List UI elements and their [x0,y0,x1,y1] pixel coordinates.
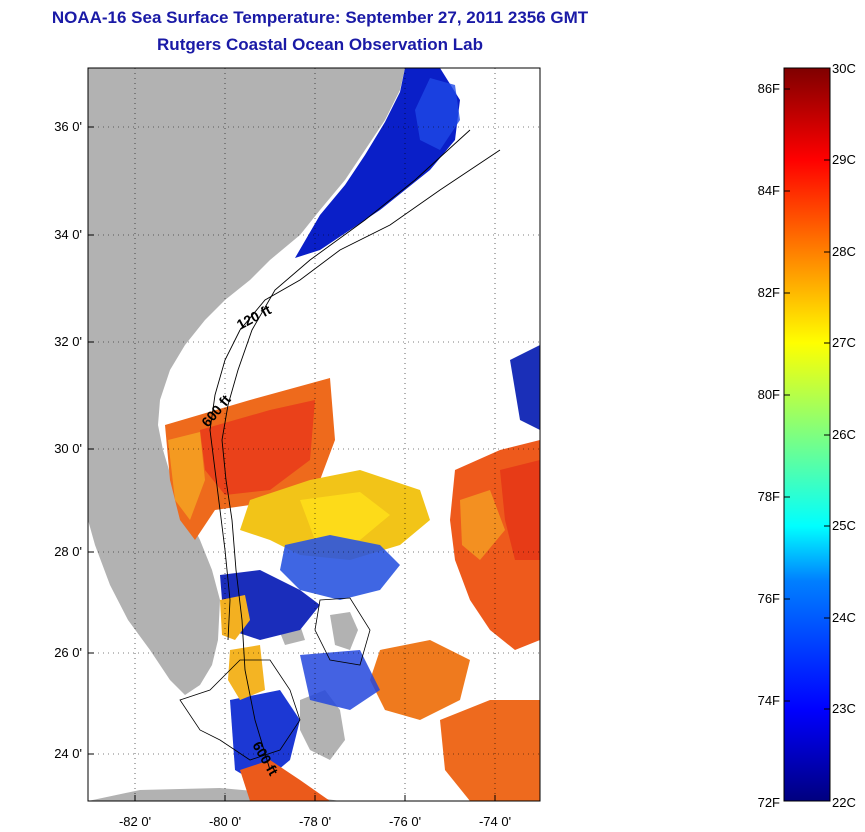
colorbar-f-86: 86F [720,81,780,96]
colorbar-c-22: 22C [832,795,856,810]
lon-label-78: -78 0' [290,814,340,829]
lat-label-26: 26 0' [22,645,82,660]
colorbar-f-72: 72F [720,795,780,810]
colorbar-f-84: 84F [720,183,780,198]
colorbar-f-78: 78F [720,489,780,504]
colorbar-c-27: 27C [832,335,856,350]
colorbar-c-25: 25C [832,518,856,533]
colorbar-f-76: 76F [720,591,780,606]
lon-label-82: -82 0' [110,814,160,829]
colorbar-c-23: 23C [832,701,856,716]
colorbar-f-74: 74F [720,693,780,708]
colorbar-c-28: 28C [832,244,856,259]
lat-label-32: 32 0' [22,334,82,349]
lat-label-28: 28 0' [22,544,82,559]
lon-label-74: -74 0' [470,814,520,829]
lat-label-36: 36 0' [22,119,82,134]
lon-label-76: -76 0' [380,814,430,829]
lat-label-34: 34 0' [22,227,82,242]
colorbar [784,68,830,801]
colorbar-c-24: 24C [832,610,856,625]
lat-label-30: 30 0' [22,441,82,456]
colorbar-c-30: 30C [832,61,856,76]
colorbar-c-26: 26C [832,427,856,442]
lon-label-80: -80 0' [200,814,250,829]
colorbar-c-29: 29C [832,152,856,167]
lat-label-24: 24 0' [22,746,82,761]
colorbar-f-80: 80F [720,387,780,402]
colorbar-f-82: 82F [720,285,780,300]
